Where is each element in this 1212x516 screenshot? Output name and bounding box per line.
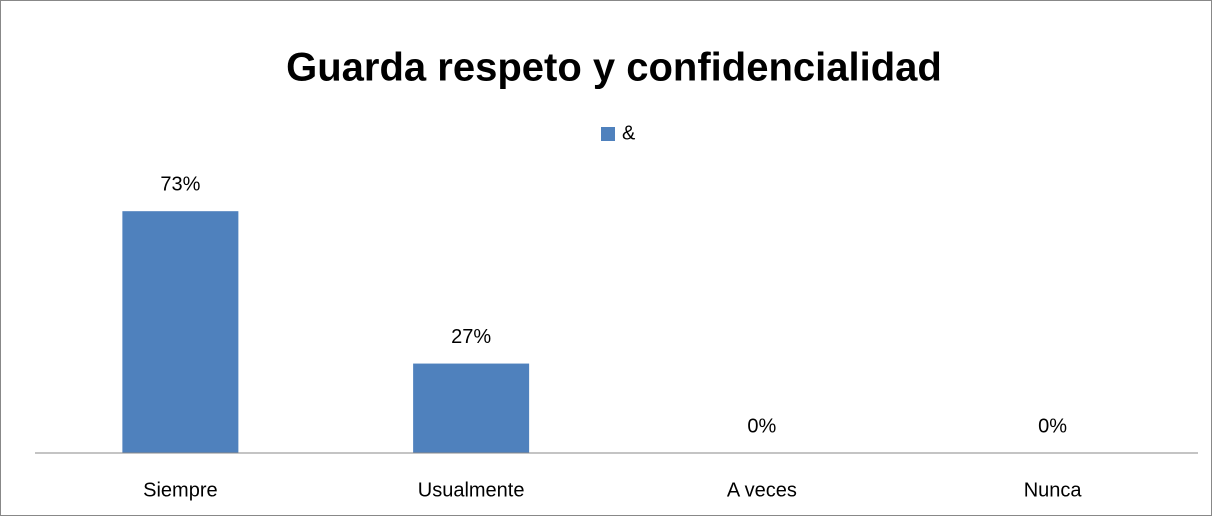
legend-label: &: [622, 122, 636, 144]
data-label: 0%: [1038, 415, 1067, 437]
chart-title: Guarda respeto y confidencialidad: [286, 46, 942, 90]
bar: [413, 363, 530, 453]
x-tick-label: Siempre: [143, 479, 217, 501]
bar: [122, 211, 239, 453]
data-label: 27%: [451, 326, 491, 348]
data-label: 0%: [747, 415, 776, 437]
x-tick-label: A veces: [727, 479, 797, 501]
data-label: 73%: [160, 173, 200, 195]
x-tick-label: Usualmente: [418, 479, 525, 501]
legend-swatch: [601, 127, 615, 141]
x-tick-label: Nunca: [1024, 479, 1083, 501]
